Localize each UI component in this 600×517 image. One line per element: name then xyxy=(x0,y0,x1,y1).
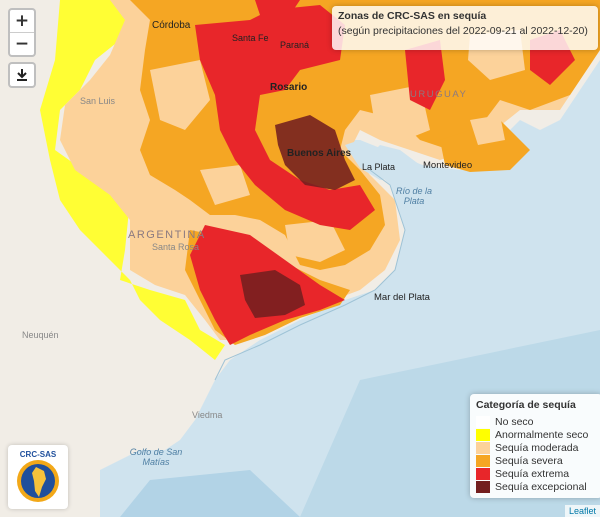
region-extreme-north xyxy=(255,0,300,15)
zoom-in-button[interactable]: + xyxy=(14,11,30,31)
map-title-box: Zonas de CRC-SAS en sequía (según precip… xyxy=(332,6,598,50)
label-cordoba: Córdoba xyxy=(152,20,191,31)
legend-item: No seco xyxy=(476,415,596,428)
region-extreme-uruguay xyxy=(405,40,445,110)
legend: Categoría de sequía No seco Anormalmente… xyxy=(470,394,600,498)
legend-swatch xyxy=(476,480,490,493)
region-severe-uruguay xyxy=(440,120,530,172)
legend-swatch xyxy=(476,454,490,467)
label-uruguay: URUGUAY xyxy=(410,89,468,100)
region-exceptional-south xyxy=(240,270,305,318)
label-montevideo: Montevideo xyxy=(423,160,473,171)
legend-label: Sequía extrema xyxy=(495,467,570,480)
legend-label: Anormalmente seco xyxy=(495,428,589,441)
label-viedma: Viedma xyxy=(192,410,223,420)
legend-title: Categoría de sequía xyxy=(476,399,576,411)
region-moderate-hole-6 xyxy=(285,220,345,262)
deep-ocean-south xyxy=(120,470,300,517)
label-mar-del-plata: Mar del Plata xyxy=(374,292,430,303)
legend-label: Sequía excepcional xyxy=(495,480,587,493)
leaflet-attribution-link[interactable]: Leaflet xyxy=(564,505,600,517)
region-extreme xyxy=(195,5,375,230)
legend-item: Sequía extrema xyxy=(476,467,596,480)
region-moderate-hole-2 xyxy=(150,60,210,130)
region-exceptional xyxy=(275,115,355,190)
label-san-luis: San Luis xyxy=(80,96,116,106)
legend-label: No seco xyxy=(495,415,534,428)
legend-swatch xyxy=(476,467,490,480)
label-parana: Paraná xyxy=(280,40,310,50)
legend-swatch xyxy=(476,441,490,454)
legend-item: Sequía severa xyxy=(476,454,596,467)
label-santa-rosa: Santa Rosa xyxy=(152,242,200,252)
label-argentina: ARGENTINA xyxy=(128,229,206,241)
region-abnormally-dry xyxy=(40,0,225,360)
region-moderate-hole-7 xyxy=(470,115,505,145)
map-subtitle: (según precipitaciones del 2022-09-21 al… xyxy=(338,25,588,37)
crc-sas-logo-icon: CRC-SAS xyxy=(17,450,59,502)
download-button[interactable] xyxy=(8,62,36,88)
legend-item: Sequía moderada xyxy=(476,441,596,454)
label-santa-fe: Santa Fe xyxy=(232,33,269,43)
crc-sas-logo: CRC-SAS xyxy=(8,445,68,509)
legend-item: Anormalmente seco xyxy=(476,428,596,441)
region-moderate-hole-5 xyxy=(200,165,250,205)
coastline xyxy=(214,169,406,381)
label-la-plata: La Plata xyxy=(362,162,396,172)
legend-swatch xyxy=(476,428,490,441)
label-buenos-aires: Buenos Aires xyxy=(287,148,352,159)
legend-swatch xyxy=(476,415,490,428)
download-icon xyxy=(17,69,27,81)
river-plate-water xyxy=(345,140,425,180)
logo-text: CRC-SAS xyxy=(20,450,57,459)
zoom-out-button[interactable]: − xyxy=(10,32,34,55)
label-rosario: Rosario xyxy=(270,82,308,93)
legend-label: Sequía moderada xyxy=(495,441,579,454)
label-rio-de-la-plata: Río de la Plata xyxy=(395,186,433,206)
legend-label: Sequía severa xyxy=(495,454,563,467)
map-title: Zonas de CRC-SAS en sequía xyxy=(338,10,487,22)
zoom-control: + − xyxy=(8,8,36,57)
label-neuquen: Neuquén xyxy=(22,330,59,340)
label-golfo-san-matias: Golfo de San Matías xyxy=(129,447,183,467)
legend-item: Sequía excepcional xyxy=(476,480,596,493)
